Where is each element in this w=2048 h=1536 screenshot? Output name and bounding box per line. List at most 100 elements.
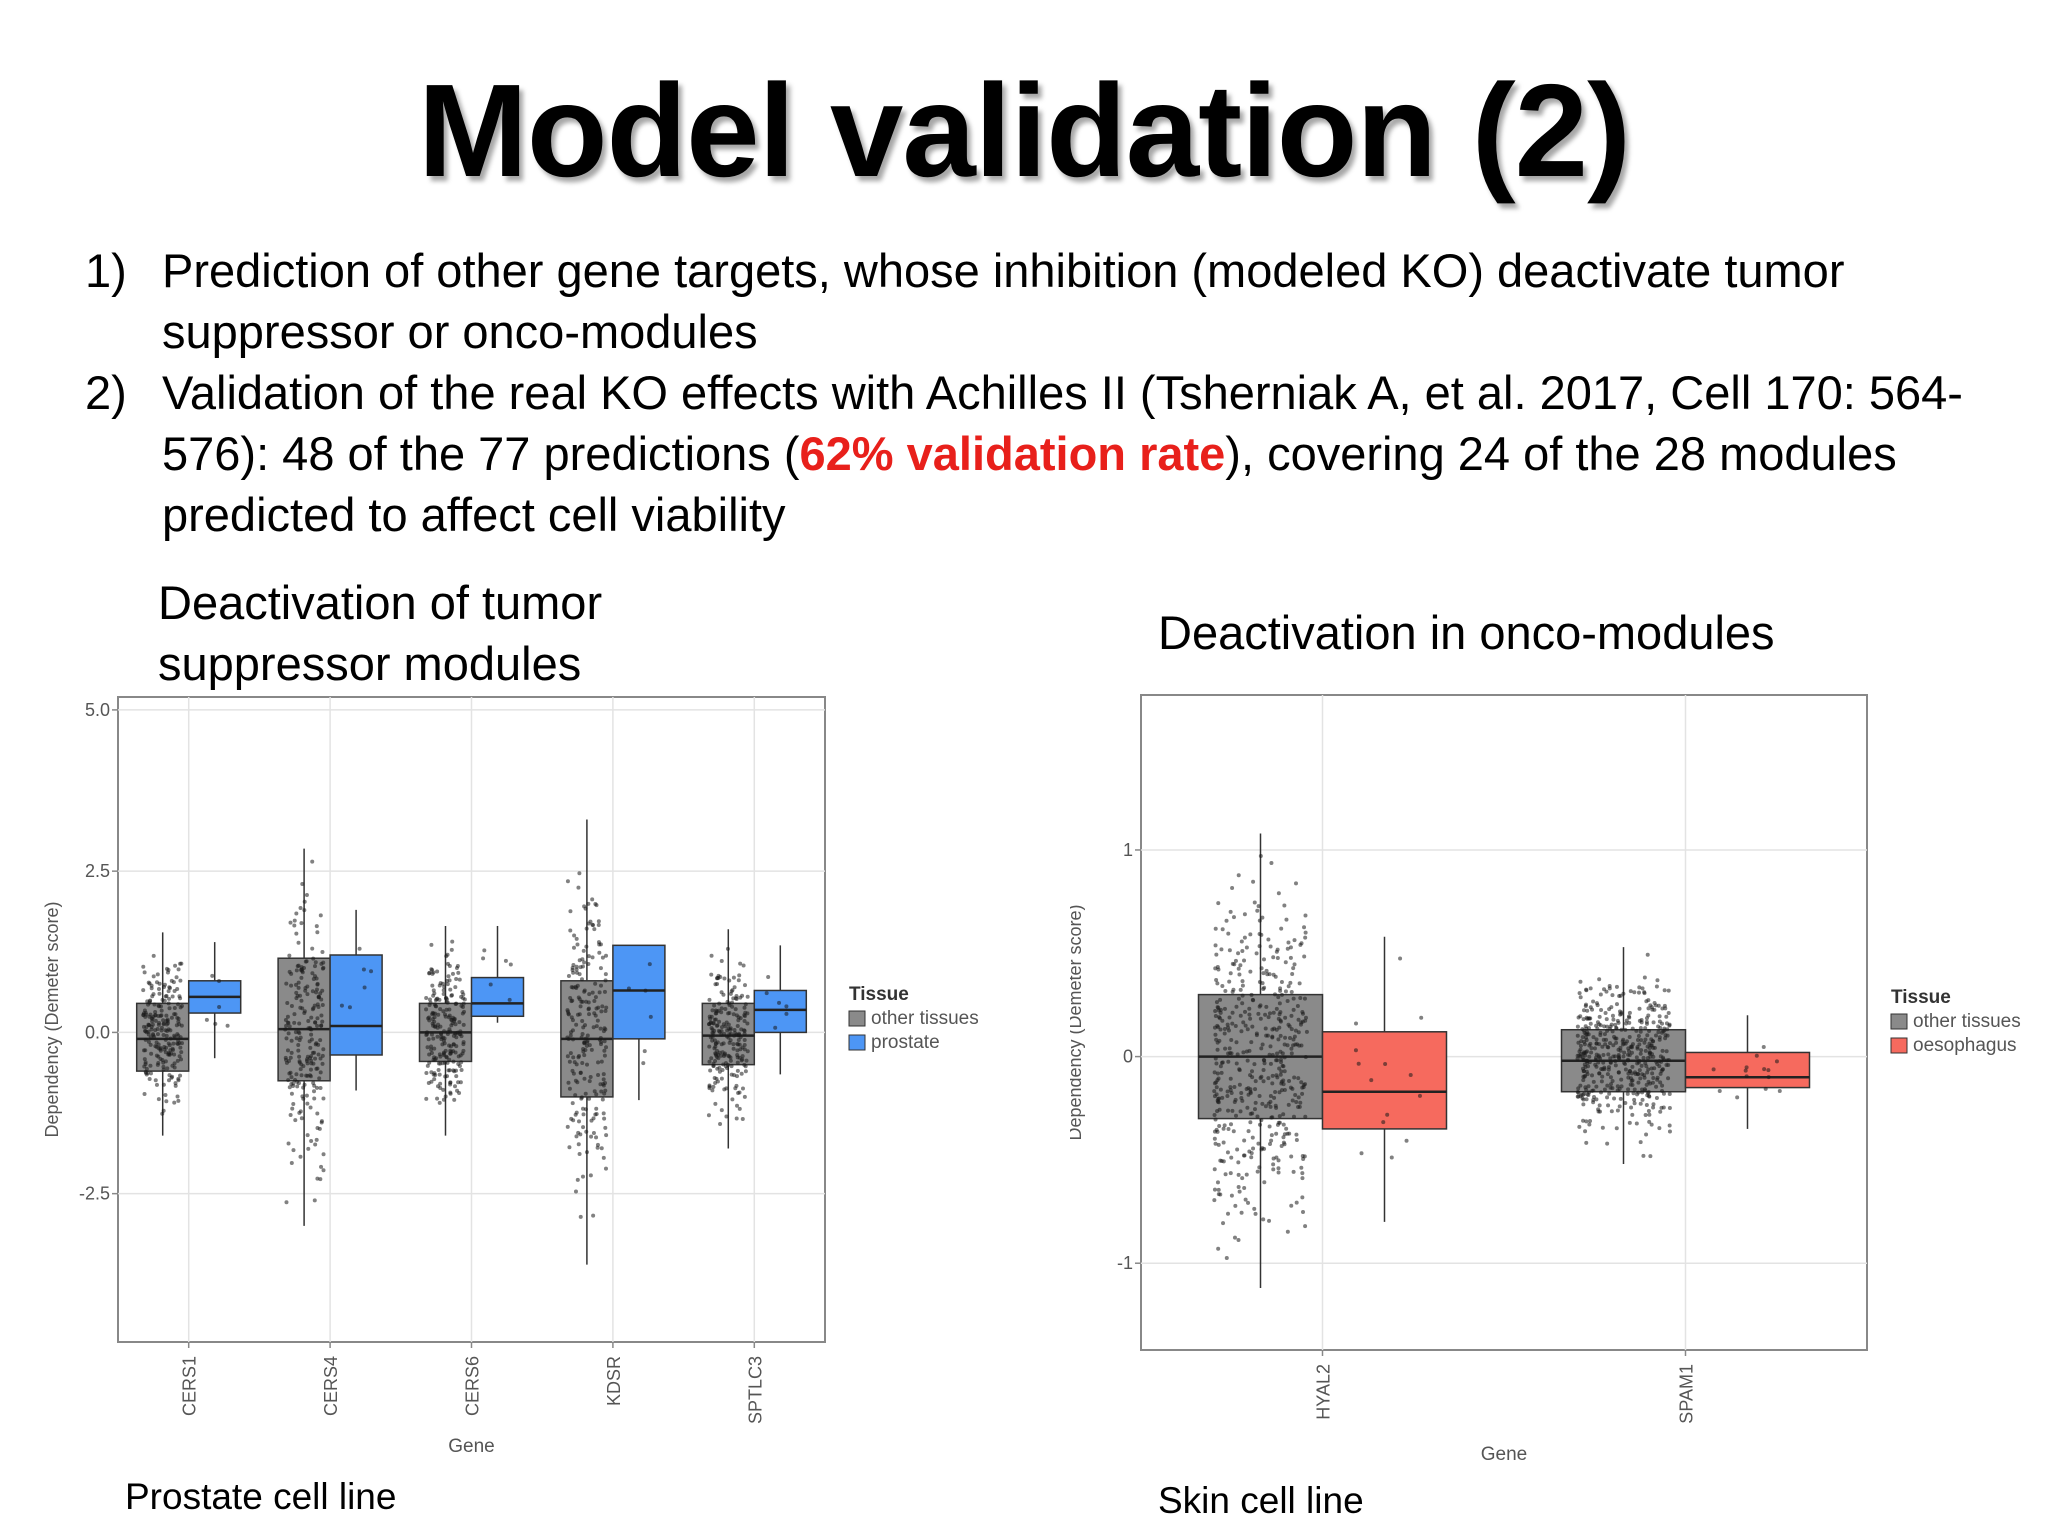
data-point [600, 1004, 605, 1009]
data-point [1647, 1051, 1652, 1056]
data-point [289, 1050, 294, 1055]
data-point [314, 924, 319, 929]
data-point [737, 973, 742, 978]
x-tick-label: CERS4 [321, 1356, 341, 1416]
data-point [1290, 1086, 1295, 1091]
data-point [647, 962, 652, 967]
data-point [1600, 1125, 1605, 1130]
data-point [707, 1059, 712, 1064]
data-point [1584, 1015, 1589, 1020]
data-point [721, 1041, 726, 1046]
data-point [312, 974, 317, 979]
data-point [604, 1045, 609, 1050]
data-point [454, 1074, 459, 1079]
data-point [1596, 1060, 1601, 1065]
data-point [456, 1054, 461, 1059]
data-point [719, 1108, 724, 1113]
data-point [435, 1096, 440, 1101]
data-point [707, 1044, 712, 1049]
data-point [1301, 1209, 1306, 1214]
data-point [445, 952, 450, 957]
data-point [1587, 1122, 1592, 1127]
data-point [601, 1111, 606, 1116]
data-point [1276, 1170, 1281, 1175]
data-point [1285, 1131, 1290, 1136]
data-point [1247, 1149, 1252, 1154]
data-point [1277, 1066, 1282, 1071]
data-point [436, 1068, 441, 1073]
data-point [1229, 1155, 1234, 1160]
data-point [1225, 1150, 1230, 1155]
data-point [582, 1040, 587, 1045]
data-point [1654, 1059, 1659, 1064]
data-point [447, 978, 452, 983]
data-point [1226, 1126, 1231, 1131]
data-point [154, 1053, 159, 1058]
data-point [1603, 1042, 1608, 1047]
data-point [743, 1002, 748, 1007]
data-point [1224, 918, 1229, 923]
data-point [1248, 969, 1253, 974]
data-point [603, 1166, 608, 1171]
data-point [1221, 1140, 1226, 1145]
data-point [733, 1031, 738, 1036]
data-point [1301, 1011, 1306, 1016]
data-point [1638, 1029, 1643, 1034]
data-point [441, 1053, 446, 1058]
data-point [599, 1146, 604, 1151]
data-point [1240, 993, 1245, 998]
data-point [1601, 1053, 1606, 1058]
legend-swatch [1890, 1013, 1908, 1030]
data-point [1252, 900, 1257, 905]
data-point [1578, 995, 1583, 1000]
data-point [1227, 1015, 1232, 1020]
data-point [299, 1116, 304, 1121]
data-point [1259, 966, 1264, 971]
data-point [175, 1094, 180, 1099]
data-point [731, 1042, 736, 1047]
data-point [438, 1007, 443, 1012]
data-point [598, 942, 603, 947]
data-point [599, 1042, 604, 1047]
data-point [296, 980, 301, 985]
data-point [1408, 1072, 1413, 1077]
data-point [297, 1110, 302, 1115]
data-point [438, 1024, 443, 1029]
data-point [593, 1112, 598, 1117]
data-point [1212, 1025, 1217, 1030]
data-point [1215, 1047, 1220, 1052]
data-point [169, 1051, 174, 1056]
data-point [1640, 986, 1645, 991]
data-point [1229, 1090, 1234, 1095]
data-point [1268, 1093, 1273, 1098]
data-point [302, 899, 307, 904]
data-point [1292, 1075, 1297, 1080]
data-point [1243, 1023, 1248, 1028]
data-point [596, 1073, 601, 1078]
data-point [292, 918, 297, 923]
data-point [155, 1027, 160, 1032]
data-point [1626, 1071, 1631, 1076]
data-point [1754, 1053, 1759, 1058]
data-point [447, 963, 452, 968]
data-point [1216, 1142, 1221, 1147]
data-point [156, 987, 161, 992]
data-point [597, 990, 602, 995]
data-point [1216, 1076, 1221, 1081]
data-point [1296, 1030, 1301, 1035]
data-point [429, 1079, 434, 1084]
data-point [707, 1014, 712, 1019]
data-point [601, 1077, 606, 1082]
data-point [1276, 1166, 1281, 1171]
data-point [158, 1048, 163, 1053]
data-point [167, 1006, 172, 1011]
data-point [1711, 1067, 1716, 1072]
data-point [727, 1054, 732, 1059]
data-point [1612, 1096, 1617, 1101]
data-point [163, 1050, 168, 1055]
data-point [1576, 1090, 1581, 1095]
data-point [1633, 1071, 1638, 1076]
validation-rate-highlight: 62% validation rate [799, 427, 1226, 480]
data-point [161, 1067, 166, 1072]
data-point [729, 1064, 734, 1069]
